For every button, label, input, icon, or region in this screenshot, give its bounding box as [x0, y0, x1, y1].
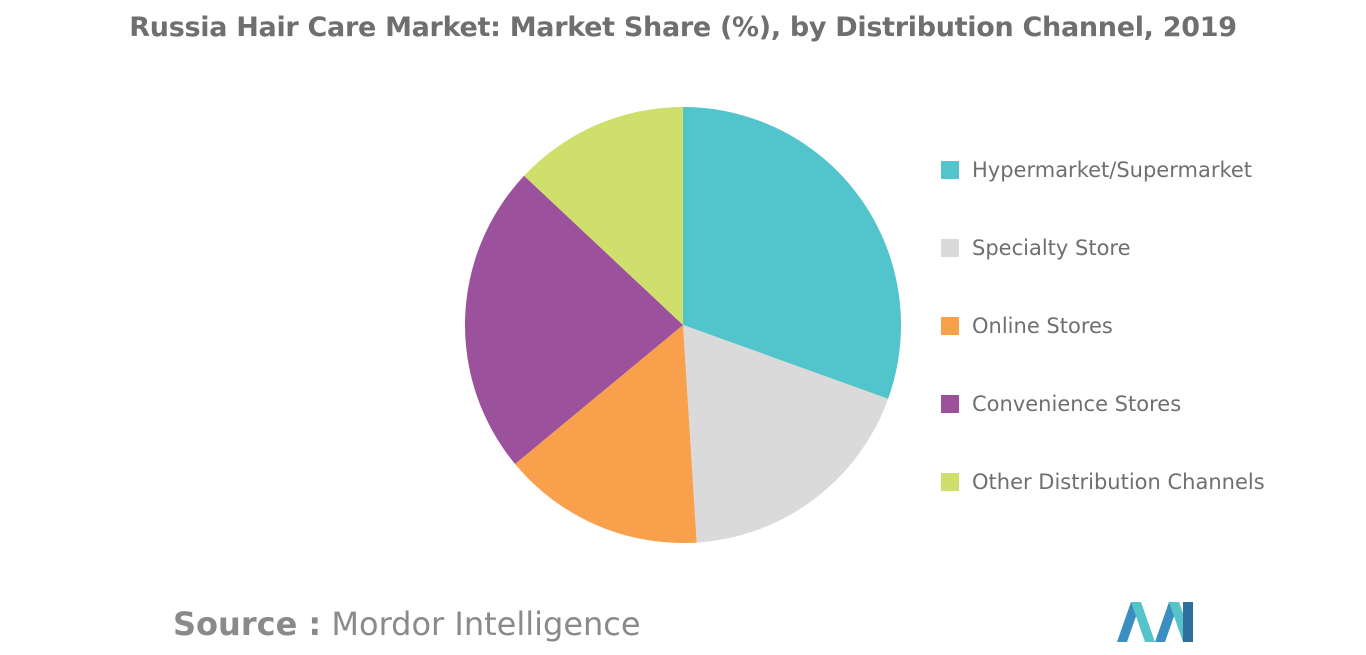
pie-slice[interactable] [515, 325, 697, 544]
legend-label: Specialty Store [972, 236, 1131, 260]
legend-item[interactable]: Convenience Stores [941, 387, 1265, 421]
legend-swatch [941, 161, 959, 179]
source-note: Source : Mordor Intelligence [173, 605, 641, 643]
chart-title: Russia Hair Care Market: Market Share (%… [129, 12, 1237, 43]
pie-slice[interactable] [464, 175, 683, 464]
pie-slice[interactable] [524, 107, 683, 325]
legend-swatch [941, 395, 959, 413]
legend-label: Other Distribution Channels [972, 470, 1265, 494]
legend-label: Online Stores [972, 314, 1113, 338]
mordor-intelligence-logo-icon [1117, 602, 1193, 642]
legend-item[interactable]: Other Distribution Channels [941, 465, 1265, 499]
pie-slices [464, 107, 901, 544]
source-name: Mordor Intelligence [331, 605, 641, 643]
legend-swatch [941, 239, 959, 257]
source-label: Source : [173, 605, 322, 643]
pie-slice[interactable] [683, 107, 901, 399]
legend-item[interactable]: Online Stores [941, 309, 1265, 343]
pie-slice[interactable] [683, 325, 889, 543]
legend-label: Convenience Stores [972, 392, 1182, 416]
legend-item[interactable]: Specialty Store [941, 231, 1265, 265]
legend-swatch [941, 317, 959, 335]
legend: Hypermarket/Supermarket Specialty Store … [941, 153, 1265, 543]
legend-swatch [941, 473, 959, 491]
legend-label: Hypermarket/Supermarket [972, 158, 1253, 182]
legend-item[interactable]: Hypermarket/Supermarket [941, 153, 1265, 187]
